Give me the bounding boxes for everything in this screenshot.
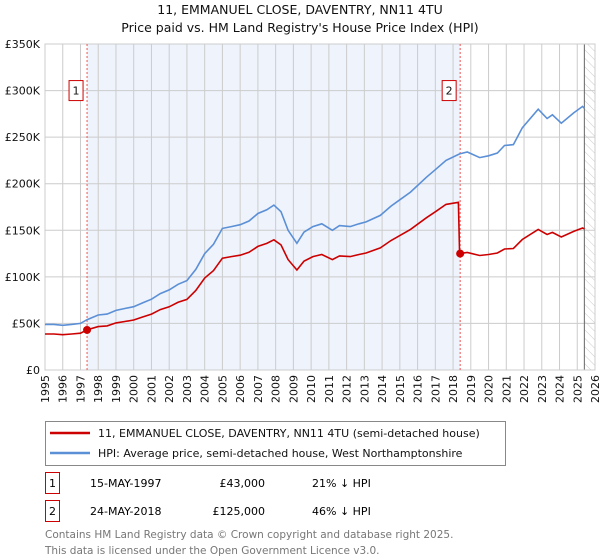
y-tick-label: £100K (5, 271, 41, 284)
sale-row-1: 1 15-MAY-1997 £43,000 21% ↓ HPI (45, 472, 371, 494)
plot-frame (44, 43, 596, 371)
x-tick-label: 2014 (376, 375, 389, 403)
sale-row-2: 2 24-MAY-2018 £125,000 46% ↓ HPI (45, 500, 371, 522)
x-tick-label: 1998 (92, 375, 105, 403)
x-tick-label: 2015 (394, 375, 407, 403)
x-tick-label: 2023 (536, 375, 549, 403)
x-tick-label: 2018 (447, 375, 460, 403)
y-tick-label: £300K (5, 85, 41, 98)
x-tick-label: 2006 (234, 375, 247, 403)
x-tick-label: 2003 (181, 375, 194, 403)
x-tick-label: 1997 (74, 375, 87, 403)
chart-title: 11, EMMANUEL CLOSE, DAVENTRY, NN11 4TU (157, 2, 442, 17)
x-tick-label: 2017 (429, 375, 442, 403)
x-tick-label: 2012 (341, 375, 354, 403)
sale-price: £43,000 (220, 477, 266, 490)
x-tick-label: 1995 (39, 375, 52, 403)
sale-marker-box (441, 80, 457, 102)
ownership-shade (87, 44, 461, 370)
y-tick-label: £50K (12, 317, 41, 330)
sale-date: 24-MAY-2018 (90, 505, 162, 518)
x-tick-label: 2004 (199, 375, 212, 403)
x-tick-label: 2001 (145, 375, 158, 403)
x-tick-label: 2021 (500, 375, 513, 403)
sale-label-box (45, 472, 60, 494)
sale-label: 2 (49, 505, 56, 518)
forecast-hatch (584, 44, 595, 370)
x-tick-label: 2016 (412, 375, 425, 403)
x-tick-label: 2009 (287, 375, 300, 403)
x-tick-label: 2008 (270, 375, 283, 403)
x-tick-label: 2024 (554, 375, 567, 403)
y-tick-label: £150K (5, 224, 41, 237)
y-tick-label: £0 (26, 364, 40, 377)
legend-entry-property: 11, EMMANUEL CLOSE, DAVENTRY, NN11 4TU (… (98, 427, 480, 440)
footer-line-2: This data is licensed under the Open Gov… (44, 545, 380, 557)
x-tick-label: 2020 (483, 375, 496, 403)
x-tick-label: 2025 (571, 375, 584, 403)
legend-entry-hpi: HPI: Average price, semi-detached house,… (98, 447, 463, 460)
x-tick-label: 2007 (252, 375, 265, 403)
x-tick-label: 1999 (110, 375, 123, 403)
sales-table: 1 15-MAY-1997 £43,000 21% ↓ HPI 2 24-MAY… (45, 472, 371, 522)
sale-date: 15-MAY-1997 (90, 477, 162, 490)
y-tick-label: £200K (5, 178, 41, 191)
sale-point (456, 249, 465, 258)
sale-price: £125,000 (213, 505, 266, 518)
property-price-line (45, 201, 585, 336)
legend-box (45, 421, 506, 466)
x-tick-label: 2022 (518, 375, 531, 403)
footer-line-1: Contains HM Land Registry data © Crown c… (45, 529, 453, 541)
x-tick-label: 2000 (128, 375, 141, 403)
x-tick-label: 2013 (358, 375, 371, 403)
x-tick-label: 1996 (57, 375, 70, 403)
sale-marker-label: 2 (446, 85, 453, 98)
sale-hpi-diff: 46% ↓ HPI (312, 505, 371, 518)
y-tick-label: £350K (5, 38, 41, 51)
x-tick-label: 2026 (589, 375, 600, 403)
sale-label: 1 (49, 477, 56, 490)
sale-marker-box (68, 80, 84, 102)
hpi-line (45, 105, 585, 327)
y-tick-label: £250K (5, 131, 41, 144)
legend: 11, EMMANUEL CLOSE, DAVENTRY, NN11 4TU (… (45, 421, 506, 466)
sale-hpi-diff: 21% ↓ HPI (312, 477, 371, 490)
sale-marker-label: 1 (73, 85, 80, 98)
x-tick-label: 2002 (163, 375, 176, 403)
x-tick-label: 2019 (465, 375, 478, 403)
x-tick-label: 2010 (305, 375, 318, 403)
chart-subtitle: Price paid vs. HM Land Registry's House … (121, 20, 478, 35)
sale-point (83, 325, 92, 334)
sale-label-box (45, 500, 60, 522)
x-tick-label: 2011 (323, 375, 336, 403)
x-tick-label: 2005 (216, 375, 229, 403)
